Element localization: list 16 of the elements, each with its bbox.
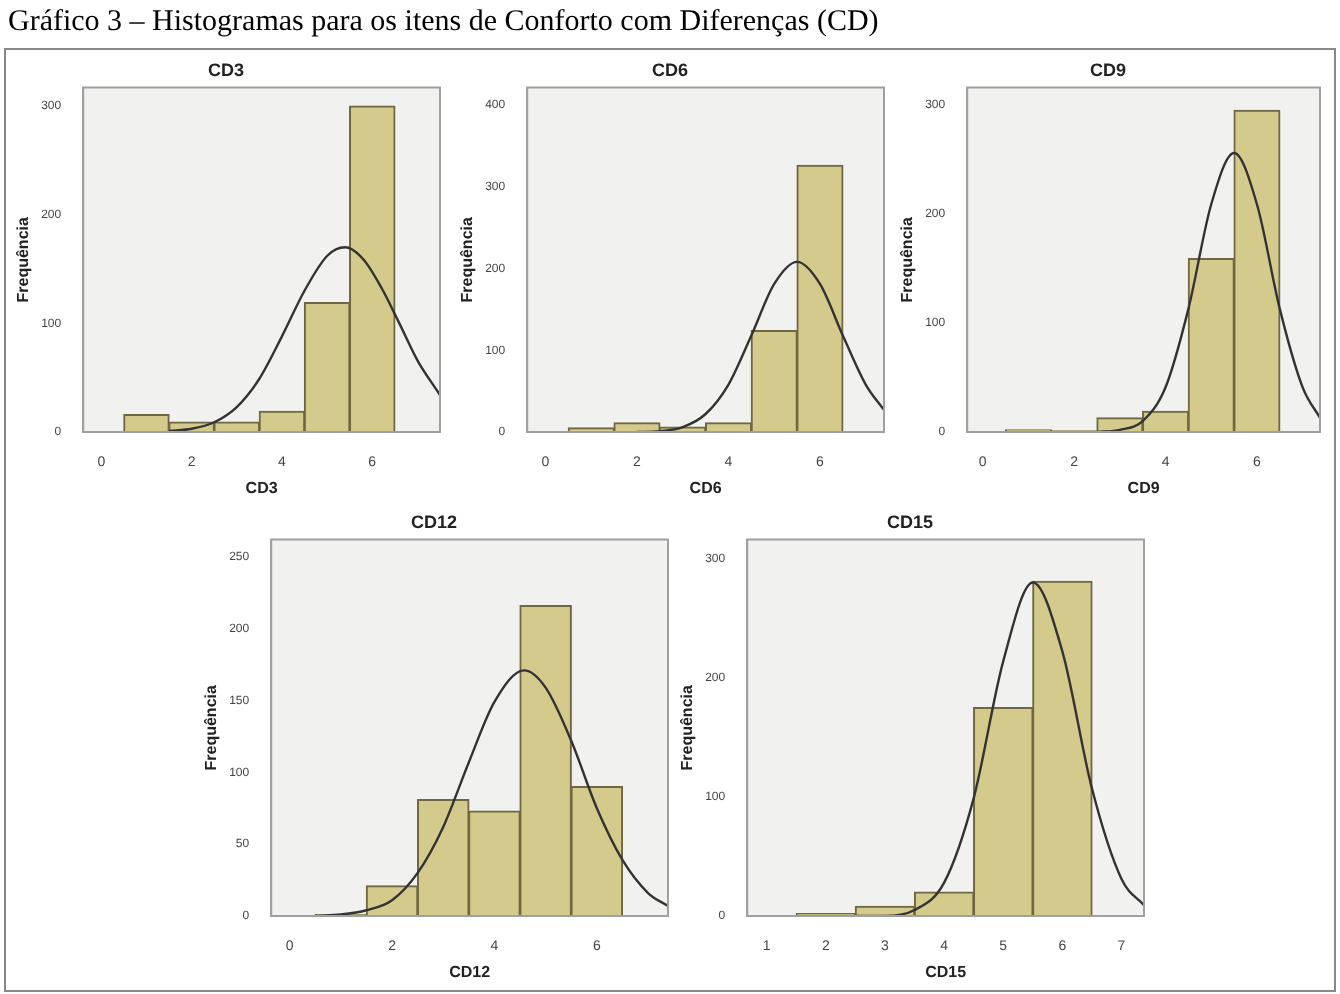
chart-title: CD15 (886, 511, 934, 532)
y-axis-title: Frequência (202, 684, 221, 771)
chart-title: CD9 (1089, 59, 1127, 80)
chart-title: CD12 (410, 511, 458, 532)
chart-title: CD3 (207, 59, 245, 80)
y-axis-title: Frequência (14, 216, 33, 303)
y-axis-title: Frequência (898, 216, 917, 303)
chart-title: CD6 (651, 59, 689, 80)
x-axis-title: CD12 (449, 962, 492, 981)
x-axis-title: CD9 (1127, 478, 1161, 497)
x-axis-title: CD3 (245, 478, 279, 497)
x-axis-title: CD15 (925, 962, 968, 981)
x-axis-title: CD6 (689, 478, 723, 497)
y-axis-title: Frequência (678, 684, 697, 771)
text: Gráfico 3 – Histogramas para os itens de Conforto com Diferenças (CD) (8, 6, 879, 40)
y-axis-title: Frequência (458, 216, 477, 303)
